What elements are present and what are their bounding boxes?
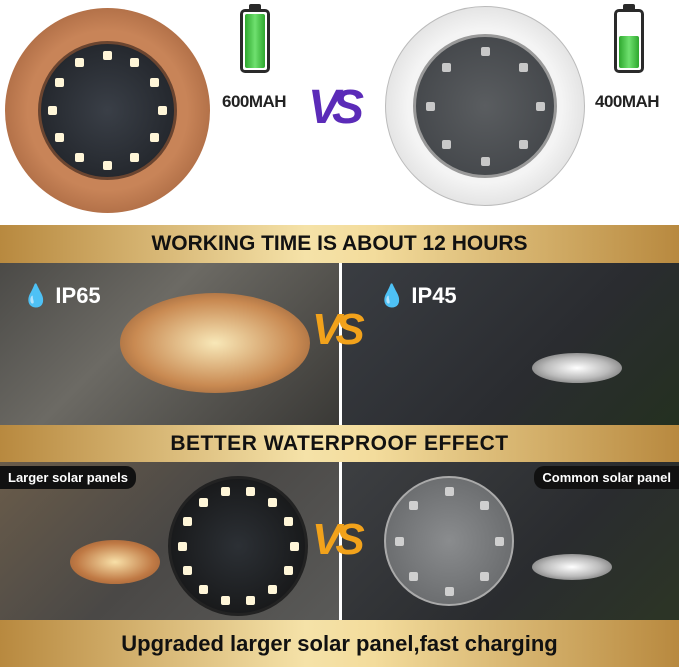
led bbox=[283, 565, 293, 575]
vs-row2: VS bbox=[312, 515, 365, 564]
led bbox=[183, 565, 193, 575]
right-capacity: 400MAH bbox=[595, 92, 660, 111]
led bbox=[221, 486, 231, 496]
led bbox=[177, 541, 187, 551]
led bbox=[425, 101, 435, 111]
led bbox=[157, 105, 167, 115]
bottom-banner: Upgraded larger solar panel,fast chargin… bbox=[0, 620, 679, 667]
led bbox=[75, 153, 84, 163]
led bbox=[479, 571, 489, 581]
common-panel-photo: Common solar panel bbox=[342, 462, 679, 620]
led bbox=[198, 585, 208, 595]
led bbox=[480, 46, 490, 56]
standard-solar-light bbox=[385, 6, 585, 206]
led bbox=[480, 156, 490, 166]
water-drop-icon: 💧 bbox=[378, 283, 406, 308]
led bbox=[441, 62, 451, 72]
waterproof-text: BETTER WATERPROOF EFFECT bbox=[170, 431, 509, 455]
led bbox=[444, 486, 454, 496]
working-time-text: WORKING TIME IS ABOUT 12 HOURS bbox=[151, 232, 528, 255]
bottom-text: Upgraded larger solar panel,fast chargin… bbox=[121, 630, 558, 656]
led bbox=[535, 101, 545, 111]
led bbox=[268, 585, 278, 595]
led bbox=[47, 105, 57, 115]
led bbox=[198, 497, 208, 507]
common-panel-label: Common solar panel bbox=[534, 466, 679, 489]
copper-solar-light bbox=[5, 8, 210, 213]
led bbox=[479, 501, 489, 511]
ip65-badge: 💧 IP65 bbox=[22, 283, 101, 308]
led bbox=[130, 153, 139, 163]
led bbox=[245, 596, 255, 606]
led bbox=[519, 140, 529, 150]
led bbox=[221, 596, 231, 606]
led bbox=[102, 160, 112, 170]
led bbox=[268, 497, 278, 507]
larger-panel-photo: Larger solar panels bbox=[0, 462, 339, 620]
led bbox=[54, 133, 64, 142]
led bbox=[102, 50, 112, 60]
led bbox=[75, 57, 84, 67]
waterproof-banner: BETTER WATERPROOF EFFECT bbox=[0, 425, 679, 462]
led bbox=[441, 140, 451, 150]
led bbox=[130, 57, 139, 67]
led bbox=[444, 586, 454, 596]
ip45-photo: 💧 IP45 bbox=[342, 263, 679, 425]
led bbox=[289, 541, 299, 551]
led bbox=[283, 517, 293, 527]
ip65-photo: 💧 IP65 bbox=[0, 263, 339, 425]
led bbox=[409, 501, 419, 511]
ip45-badge: 💧 IP45 bbox=[378, 283, 457, 308]
led bbox=[245, 486, 255, 496]
led bbox=[150, 133, 160, 142]
working-time-banner: WORKING TIME IS ABOUT 12 HOURS bbox=[0, 225, 679, 263]
vs-row1: VS bbox=[312, 305, 365, 354]
led bbox=[394, 536, 404, 546]
led bbox=[409, 571, 419, 581]
led bbox=[183, 517, 193, 527]
vs-top: VS bbox=[308, 81, 364, 134]
larger-panels-label: Larger solar panels bbox=[0, 466, 136, 489]
led bbox=[519, 62, 529, 72]
led bbox=[54, 78, 64, 87]
water-drop-icon: 💧 bbox=[22, 283, 50, 308]
led bbox=[150, 78, 160, 87]
left-capacity: 600MAH bbox=[222, 92, 287, 111]
led bbox=[494, 536, 504, 546]
